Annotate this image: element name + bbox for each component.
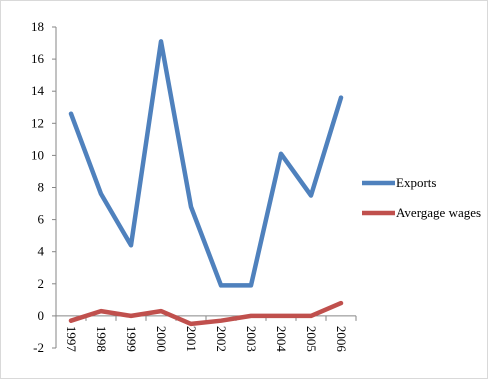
y-tick-label: 14 [31,83,45,98]
x-tick-label: 2003 [244,326,259,352]
y-tick-label: 6 [38,212,45,227]
y-tick-label: 12 [31,115,44,130]
x-tick-label: 2000 [154,326,169,352]
y-tick-label: 10 [31,147,44,162]
legend-label: Avergage wages [396,205,481,220]
series-line-average-wages [68,300,344,327]
x-tick-label: 2006 [334,326,349,353]
y-tick-label: 4 [38,244,45,259]
x-tick-label: 2005 [304,326,319,352]
y-tick-label: 2 [38,276,45,291]
y-tick-label: -2 [33,340,44,355]
x-tick-label: 1999 [124,326,139,352]
y-tick-label: 0 [38,308,45,323]
x-tick-label: 2004 [274,326,289,353]
y-tick-label: 16 [31,51,45,66]
legend-label: Exports [396,175,436,190]
series-line-exports [68,39,344,288]
y-tick-label: 18 [31,19,44,34]
y-tick-label: 8 [38,180,45,195]
x-tick-label: 2001 [184,326,199,352]
x-tick-label: 1998 [94,326,109,352]
chart-legend: Exports Avergage wages [362,175,481,220]
series-lines [68,39,344,327]
x-tick-label: 1997 [64,326,79,353]
tick-labels: -2 0 2 4 6 8 10 12 14 16 18 1997 1998 1999 2000 2001 200… [31,19,349,355]
x-tick-label: 2002 [214,326,229,352]
